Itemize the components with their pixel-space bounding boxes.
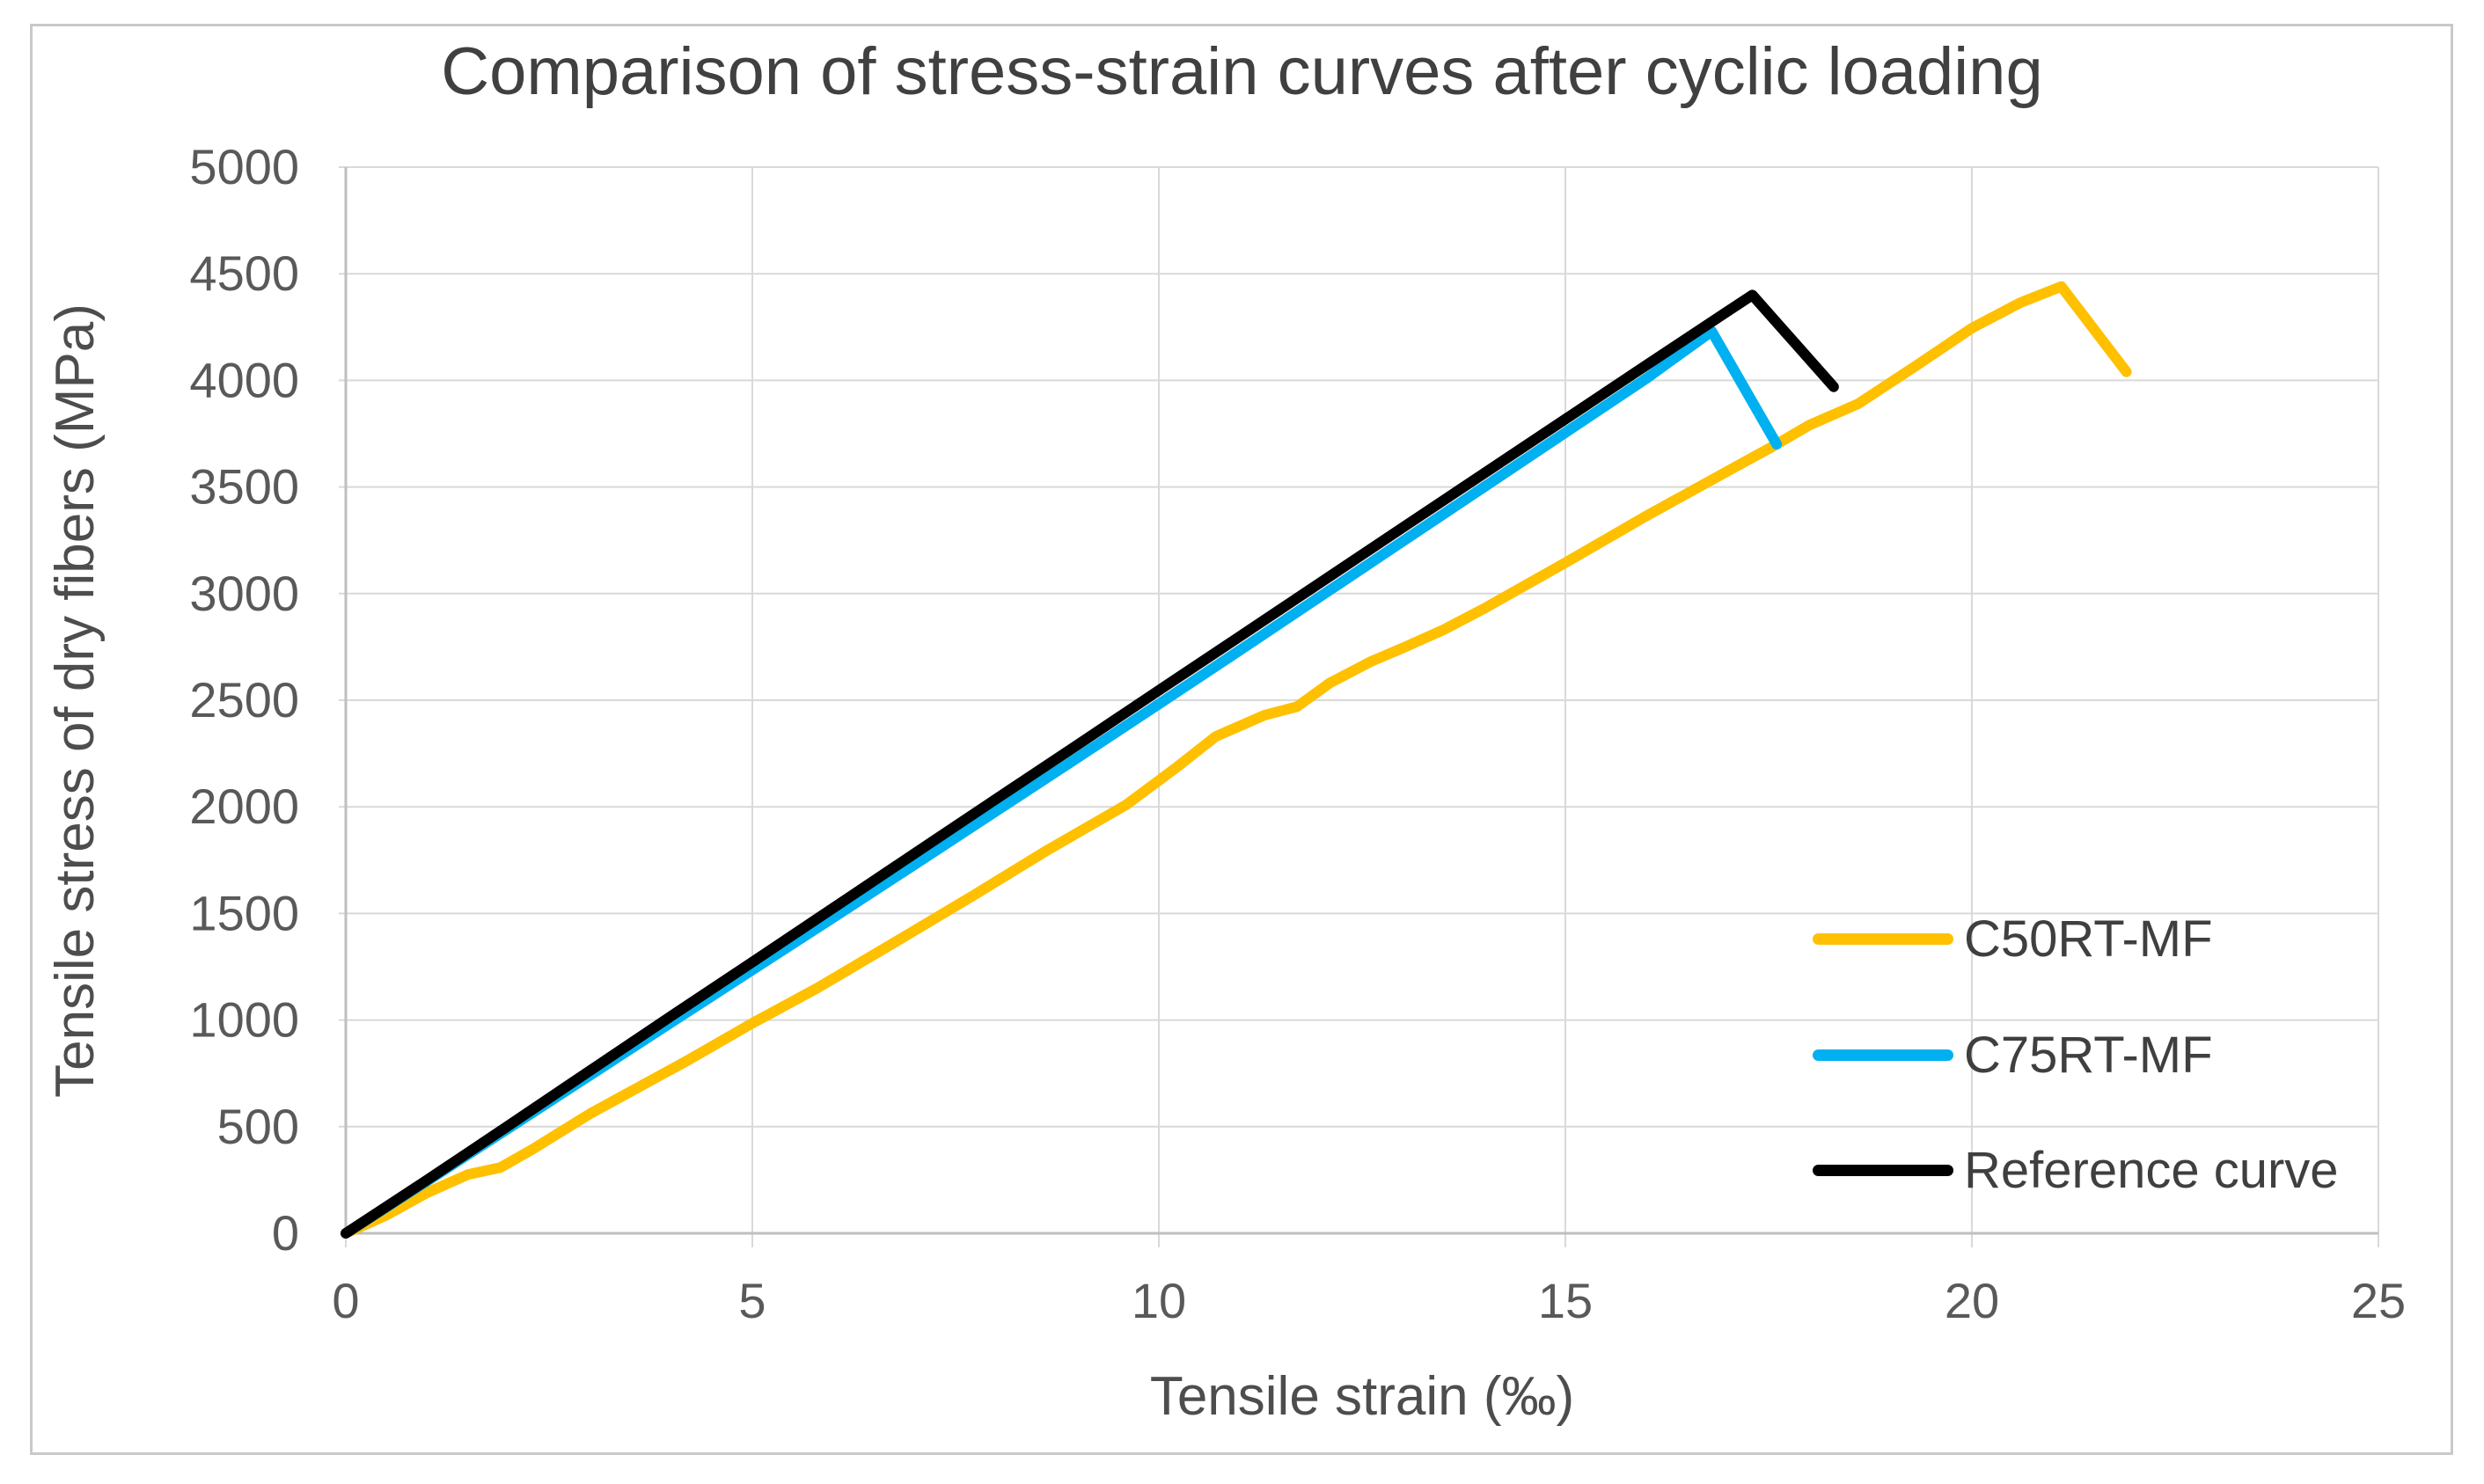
y-tick-label-1500: 1500 — [189, 885, 299, 940]
y-tick-label-0: 0 — [272, 1205, 299, 1261]
x-tick-label-0: 0 — [332, 1273, 359, 1328]
legend-item-c75rt-mf: C75RT-MF — [1813, 1007, 2213, 1102]
legend-line-swatch-c75rt-mf — [1813, 1049, 1953, 1061]
x-tick-label-15: 15 — [1538, 1273, 1593, 1328]
x-tick-label-25: 25 — [2351, 1273, 2406, 1328]
legend-label: C75RT-MF — [1964, 1026, 2213, 1084]
legend-line-swatch-c50rt-mf — [1813, 932, 1953, 945]
y-tick-label-3000: 3000 — [189, 566, 299, 621]
series-line-c50rt-mf — [341, 281, 2132, 1239]
x-tick-label-20: 20 — [1945, 1273, 1999, 1328]
legend-label: Reference curve — [1964, 1141, 2339, 1199]
y-tick-label-500: 500 — [217, 1099, 299, 1154]
y-tick-label-4000: 4000 — [189, 352, 299, 407]
y-tick-label-2500: 2500 — [189, 672, 299, 727]
x-axis-title: Tensile strain (‰) — [1149, 1366, 1575, 1427]
series-line-c75rt-mf — [341, 325, 1783, 1239]
legend-line-swatch-reference — [1813, 1164, 1953, 1176]
y-tick-label-3500: 3500 — [189, 459, 299, 515]
y-tick-label-4500: 4500 — [189, 245, 299, 301]
chart-title: Comparison of stress-strain curves after… — [441, 34, 2043, 109]
y-tick-label-5000: 5000 — [189, 139, 299, 194]
chart-frame — [30, 24, 2453, 1455]
legend-item-c50rt-mf: C50RT-MF — [1813, 891, 2213, 986]
x-tick-label-5: 5 — [738, 1273, 766, 1328]
legend-label: C50RT-MF — [1964, 910, 2213, 968]
legend-item-reference-curve: Reference curve — [1813, 1122, 2339, 1217]
y-tick-label-2000: 2000 — [189, 779, 299, 834]
x-tick-label-10: 10 — [1132, 1273, 1186, 1328]
y-tick-label-1000: 1000 — [189, 992, 299, 1048]
series-line-reference-curve — [341, 289, 1839, 1239]
